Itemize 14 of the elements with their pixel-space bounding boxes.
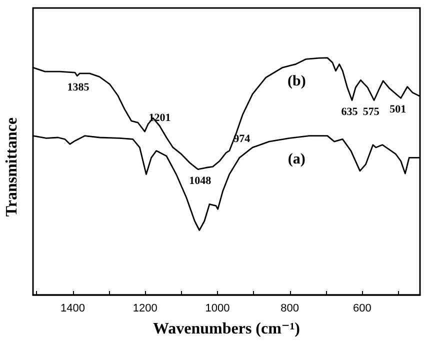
x-tick-label: 1400 <box>60 302 86 314</box>
annotation: 575 <box>362 106 380 118</box>
annotation: 501 <box>390 104 406 116</box>
x-tick-label: 1200 <box>132 302 158 314</box>
annotation: 1385 <box>67 81 90 94</box>
x-axis-title: Wavenumbers (cm⁻¹) <box>153 320 300 338</box>
x-tick-label: 800 <box>280 302 299 314</box>
annotation: 635 <box>341 106 358 118</box>
x-tick-label: 600 <box>352 302 372 314</box>
annotation: 1048 <box>189 174 212 187</box>
x-tick-label: 1000 <box>205 302 230 314</box>
series-label: (b) <box>287 73 306 90</box>
series-label: (a) <box>288 151 306 168</box>
y-axis-title: Transmittance <box>4 117 20 217</box>
